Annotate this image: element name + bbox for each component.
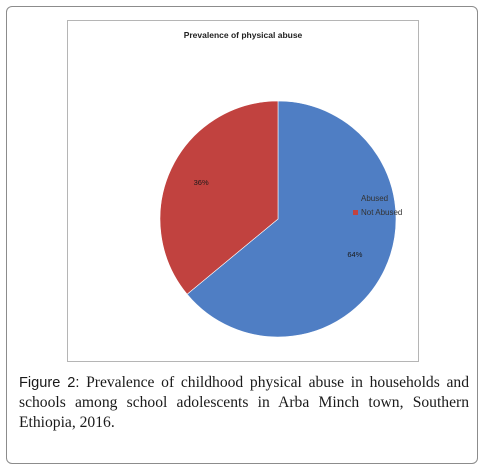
pie-chart: 64% 36% bbox=[159, 100, 397, 338]
legend-item-abused: Abused bbox=[353, 191, 402, 205]
pie-label-not-abused: 36% bbox=[194, 178, 209, 187]
figure-caption: Figure 2: Prevalence of childhood physic… bbox=[19, 373, 469, 433]
chart-legend: Abused Not Abused bbox=[353, 191, 402, 219]
legend-label-abused: Abused bbox=[361, 193, 389, 203]
legend-swatch-not-abused bbox=[353, 209, 358, 215]
caption-label: Figure 2: bbox=[19, 375, 80, 391]
legend-swatch-abused bbox=[353, 195, 358, 201]
chart-area: Prevalence of physical abuse 64% 36% Abus… bbox=[67, 20, 419, 362]
caption-text: Prevalence of childhood physical abuse i… bbox=[19, 374, 469, 431]
pie-slice-not-abused bbox=[159, 100, 279, 295]
legend-label-not-abused: Not Abused bbox=[361, 207, 403, 217]
pie-slice-abused bbox=[186, 100, 397, 338]
legend-item-not-abused: Not Abused bbox=[353, 205, 402, 219]
pie-label-abused: 64% bbox=[347, 250, 362, 259]
chart-title: Prevalence of physical abuse bbox=[183, 30, 303, 40]
